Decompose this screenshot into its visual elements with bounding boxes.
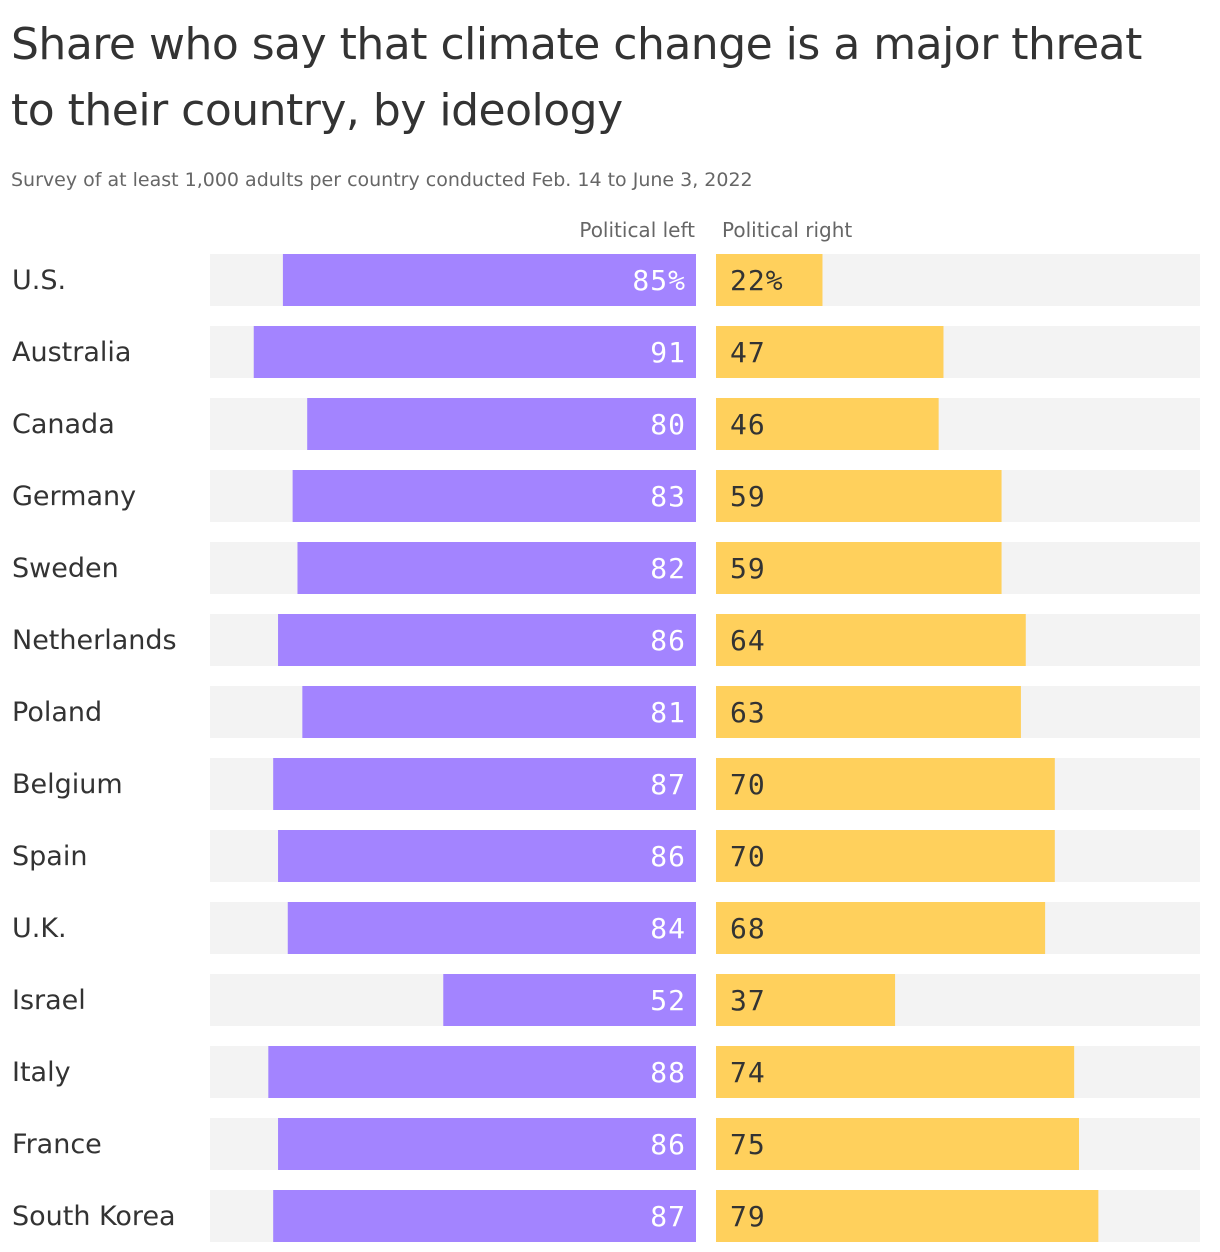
data-label-left: 88 <box>650 1056 686 1089</box>
bar-right <box>716 686 1021 738</box>
data-label-left: 83 <box>650 480 686 513</box>
bar-right <box>716 1118 1079 1170</box>
chart-row: Belgium 87 70 <box>12 758 1200 810</box>
bar-left <box>268 1046 696 1098</box>
bar-left <box>282 254 696 306</box>
bar-left <box>302 686 696 738</box>
bar-left <box>273 758 696 810</box>
data-label-right: 22% <box>730 264 784 297</box>
bar-right <box>716 542 1002 594</box>
data-label-right: 74 <box>730 1056 766 1089</box>
chart-rows: U.S. 85% 22% Australia 91 47 Canada 80 46 Germany… <box>12 254 1200 1242</box>
data-label-right: 70 <box>730 840 766 873</box>
category-label: Australia <box>12 337 131 368</box>
data-label-left: 80 <box>650 408 686 441</box>
data-label-right: 47 <box>730 336 766 369</box>
chart-row: Israel 52 37 <box>12 974 1200 1026</box>
bar-left <box>307 398 696 450</box>
data-label-right: 75 <box>730 1128 766 1161</box>
chart-subtitle: Survey of at least 1,000 adults per coun… <box>11 169 753 191</box>
data-label-left: 81 <box>650 696 686 729</box>
chart-row: Italy 88 74 <box>12 1046 1200 1098</box>
data-label-left: 52 <box>650 984 686 1017</box>
chart-row: Poland 81 63 <box>12 686 1200 738</box>
data-label-right: 79 <box>730 1200 766 1233</box>
bar-right <box>716 1046 1075 1098</box>
category-label: France <box>12 1129 102 1160</box>
data-label-left: 85% <box>632 264 686 297</box>
category-label: U.S. <box>12 265 66 296</box>
chart-row: U.K. 84 68 <box>12 902 1200 954</box>
category-label: Israel <box>12 985 86 1016</box>
data-label-right: 59 <box>730 480 766 513</box>
data-label-right: 46 <box>730 408 766 441</box>
series-header-left: Political left <box>579 218 695 242</box>
category-label: Canada <box>12 409 115 440</box>
bar-right <box>716 758 1055 810</box>
chart-title: Share who say that climate change is a m… <box>11 19 1142 136</box>
category-label: Spain <box>12 841 87 872</box>
bar-left <box>273 1190 696 1242</box>
bar-right <box>716 830 1055 882</box>
data-label-left: 86 <box>650 840 686 873</box>
category-label: Belgium <box>12 769 123 800</box>
bar-right <box>716 254 823 306</box>
bar-left <box>443 974 696 1026</box>
data-label-right: 68 <box>730 912 766 945</box>
data-label-right: 37 <box>730 984 766 1017</box>
chart-row: Sweden 82 59 <box>12 542 1200 594</box>
chart-area: Political left Political right U.S. 85% 22… <box>12 218 1200 1242</box>
data-label-left: 86 <box>650 624 686 657</box>
data-label-left: 91 <box>650 336 686 369</box>
category-label: Netherlands <box>12 625 177 656</box>
data-label-right: 70 <box>730 768 766 801</box>
chart-row: Spain 86 70 <box>12 830 1200 882</box>
chart-row: South Korea 87 79 <box>12 1190 1200 1242</box>
bar-left <box>287 902 696 954</box>
category-label: South Korea <box>12 1201 176 1232</box>
data-label-left: 84 <box>650 912 686 945</box>
category-label: U.K. <box>12 913 67 944</box>
bar-right <box>716 902 1046 954</box>
data-label-right: 63 <box>730 696 766 729</box>
chart-row: U.S. 85% 22% <box>12 254 1200 306</box>
chart-row: Australia 91 47 <box>12 326 1200 378</box>
chart-row: Netherlands 86 64 <box>12 614 1200 666</box>
bar-right <box>716 614 1026 666</box>
bar-right <box>716 470 1002 522</box>
bar-right <box>716 326 944 378</box>
bar-right <box>716 974 896 1026</box>
series-header-right: Political right <box>722 218 852 242</box>
category-label: Germany <box>12 481 136 512</box>
data-label-left: 87 <box>650 768 686 801</box>
bar-left <box>278 830 696 882</box>
bar-left <box>297 542 696 594</box>
bar-right <box>716 398 939 450</box>
bar-left <box>292 470 696 522</box>
bar-left <box>278 1118 696 1170</box>
bar-left <box>253 326 697 378</box>
category-label: Poland <box>12 697 102 728</box>
data-label-left: 87 <box>650 1200 686 1233</box>
data-label-left: 82 <box>650 552 686 585</box>
bar-right <box>716 1190 1099 1242</box>
chart-row: Canada 80 46 <box>12 398 1200 450</box>
data-label-right: 64 <box>730 624 766 657</box>
data-label-right: 59 <box>730 552 766 585</box>
chart-row: Germany 83 59 <box>12 470 1200 522</box>
data-label-left: 86 <box>650 1128 686 1161</box>
category-label: Sweden <box>12 553 119 584</box>
category-label: Italy <box>12 1057 71 1088</box>
chart-row: France 86 75 <box>12 1118 1200 1170</box>
bar-left <box>278 614 696 666</box>
